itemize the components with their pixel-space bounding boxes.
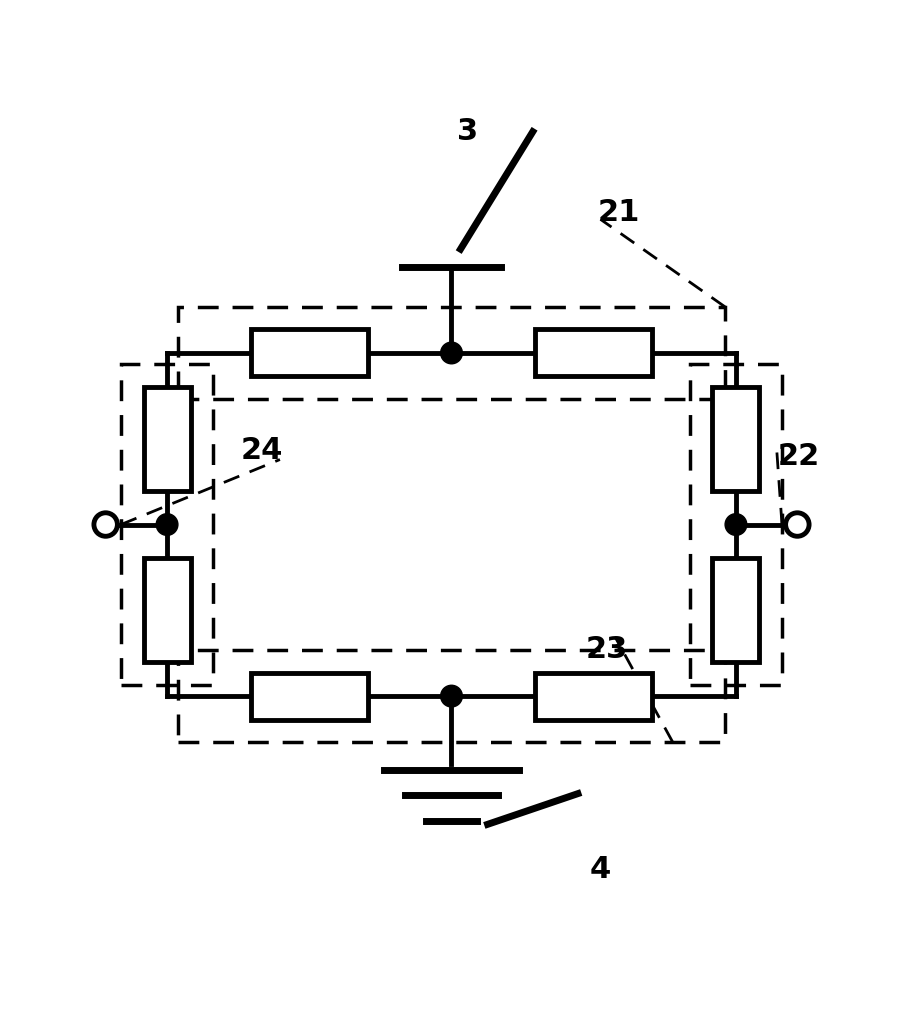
- Circle shape: [440, 342, 462, 364]
- Bar: [251, 672, 368, 720]
- Bar: [534, 672, 651, 720]
- Text: 21: 21: [597, 198, 639, 227]
- Bar: [143, 387, 190, 491]
- Circle shape: [440, 686, 462, 707]
- Text: 22: 22: [778, 442, 819, 471]
- Circle shape: [724, 513, 746, 535]
- Bar: [178, 307, 724, 399]
- Text: 24: 24: [241, 436, 282, 465]
- Circle shape: [156, 513, 178, 535]
- Bar: [534, 330, 651, 376]
- Bar: [178, 651, 724, 742]
- Bar: [712, 387, 759, 491]
- Circle shape: [94, 512, 117, 536]
- Bar: [251, 330, 368, 376]
- Bar: [143, 559, 190, 662]
- Bar: [712, 559, 759, 662]
- Circle shape: [785, 512, 808, 536]
- Bar: [121, 364, 213, 686]
- Bar: [689, 364, 781, 686]
- Text: 4: 4: [589, 855, 611, 884]
- Text: 3: 3: [456, 118, 478, 146]
- Text: 23: 23: [585, 635, 627, 664]
